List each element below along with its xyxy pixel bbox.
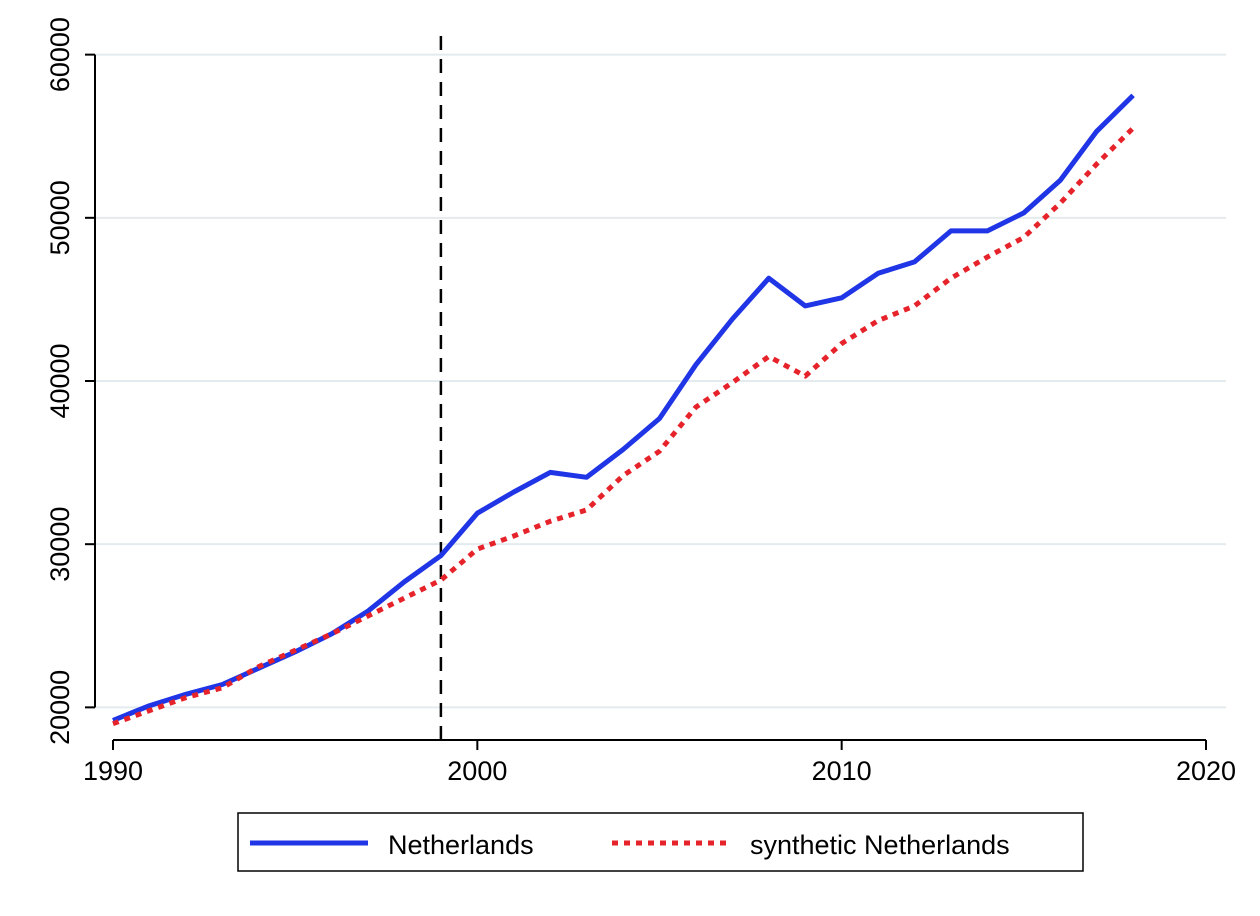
x-tick-label-2010: 2010 [812,756,872,786]
series-lines [112,93,1135,727]
y-axis-ticks: 20000 30000 40000 50000 60000 [45,17,95,745]
x-tick-label-2020: 2020 [1176,756,1236,786]
legend-label-netherlands: Netherlands [388,830,534,860]
y-tick-label-40000: 40000 [45,343,75,418]
x-axis-ticks: 1990 2000 2010 2020 [83,740,1236,786]
y-tick-label-20000: 20000 [45,670,75,745]
y-tick-label-50000: 50000 [45,180,75,255]
y-tick-label-60000: 60000 [45,17,75,92]
legend-label-synthetic-netherlands: synthetic Netherlands [750,830,1010,860]
x-tick-label-1990: 1990 [83,756,143,786]
y-tick-label-30000: 30000 [45,507,75,582]
grid-lines [95,53,1226,709]
legend: Netherlands synthetic Netherlands [237,812,1084,872]
series-line-synthetic-netherlands [112,126,1135,727]
x-tick-label-2000: 2000 [447,756,507,786]
